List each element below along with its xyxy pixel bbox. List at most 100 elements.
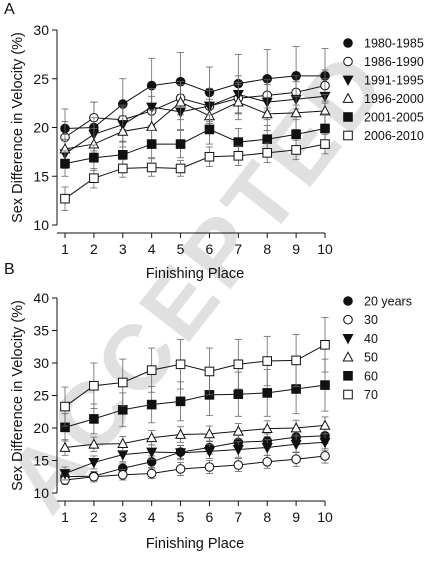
data-point <box>262 388 273 398</box>
y-tick-label: 10 <box>33 485 49 501</box>
data-point <box>320 340 330 350</box>
x-tick-label: 4 <box>148 509 156 525</box>
series-4 <box>59 416 331 456</box>
data-point <box>291 454 301 465</box>
legend-label: 1991-1995 <box>364 74 424 88</box>
legend-marker <box>343 314 353 325</box>
x-tick-label: 4 <box>148 241 156 257</box>
chart-panel-b: B 10 15 20 25 30 35 40 1 2 3 4 5 6 7 8 9 10 Finishing Plac… <box>4 261 412 552</box>
data-point <box>320 139 330 149</box>
x-tick-label: 2 <box>90 509 98 525</box>
legend-marker <box>343 130 353 141</box>
data-point <box>117 150 128 160</box>
data-point <box>59 469 71 480</box>
x-tick-label: 3 <box>119 241 127 257</box>
data-point <box>146 365 157 375</box>
legend-label: 60 <box>364 369 378 383</box>
y-axis-title: Sex Difference in Velocity (%) <box>10 300 26 491</box>
series-line <box>64 424 326 448</box>
legend-item: 1986-1990 <box>343 55 424 69</box>
data-point <box>60 401 70 412</box>
legend-label: 2006-2010 <box>364 129 424 143</box>
data-point <box>204 462 215 472</box>
legend-marker <box>342 75 354 86</box>
data-point <box>233 137 244 147</box>
x-tick-label: 8 <box>263 241 271 257</box>
data-point <box>262 356 273 366</box>
series-6 <box>60 317 330 427</box>
legend-item: 1996-2000 <box>342 92 424 106</box>
x-tick-label: 2 <box>90 241 98 257</box>
legend-item: 30 <box>343 313 378 327</box>
series-3 <box>59 433 331 481</box>
x-tick-label: 5 <box>177 241 185 257</box>
series-line <box>64 75 325 129</box>
x-tick-label: 9 <box>292 509 300 525</box>
data-point <box>89 173 99 183</box>
legend-item: 40 <box>342 332 378 346</box>
data-point <box>89 380 99 391</box>
y-axis-title: Sex Difference in Velocity (%) <box>10 32 26 223</box>
data-point <box>233 460 244 470</box>
data-point <box>88 438 100 449</box>
data-point <box>117 437 129 448</box>
data-point <box>117 377 128 388</box>
legend-item: 20 years <box>343 295 412 309</box>
legend-item: 50 <box>342 351 378 365</box>
series-line <box>64 143 326 200</box>
legend-marker <box>342 334 354 345</box>
data-point <box>60 158 70 169</box>
data-point <box>146 139 157 149</box>
data-point <box>146 468 157 479</box>
data-point <box>146 102 158 113</box>
x-tick-label: 9 <box>292 241 300 257</box>
data-point <box>204 366 215 377</box>
data-point <box>320 123 330 134</box>
legend-label: 1996-2000 <box>364 92 424 106</box>
series-line <box>64 127 326 165</box>
series-line <box>64 455 326 481</box>
legend-label: 1986-1990 <box>364 55 424 69</box>
x-tick-label: 6 <box>206 509 214 525</box>
series-line <box>64 441 326 474</box>
x-tick-label: 1 <box>61 241 69 257</box>
legend-label: 20 years <box>364 295 412 309</box>
data-point <box>291 129 301 140</box>
data-point <box>233 389 244 399</box>
data-point <box>232 96 244 107</box>
data-point <box>232 425 244 436</box>
legend-item: 1991-1995 <box>342 74 424 88</box>
data-point <box>203 447 215 458</box>
legend-marker <box>343 112 353 122</box>
data-point <box>146 162 157 173</box>
data-point <box>146 431 158 443</box>
data-point <box>89 152 99 163</box>
data-point <box>262 134 273 144</box>
data-point <box>89 414 99 424</box>
data-point <box>291 145 301 155</box>
data-point <box>175 396 186 407</box>
data-point <box>175 139 186 149</box>
data-point <box>117 163 128 174</box>
data-point <box>320 380 330 390</box>
data-point <box>320 451 330 461</box>
y-tick-label: 25 <box>33 388 49 404</box>
data-point <box>117 125 129 136</box>
y-tick-label: 15 <box>33 168 49 184</box>
series-4 <box>59 84 331 164</box>
x-tick-label: 3 <box>119 509 127 525</box>
data-point <box>89 471 99 482</box>
legend-marker <box>342 351 354 362</box>
y-tick-label: 20 <box>33 420 49 436</box>
series-line <box>64 344 326 407</box>
data-point <box>233 359 244 370</box>
panel-letter: B <box>4 261 15 278</box>
data-point <box>233 150 244 161</box>
data-point <box>117 405 128 415</box>
data-point <box>204 151 215 162</box>
legend-item: 60 <box>343 369 378 383</box>
data-point <box>146 120 158 131</box>
x-tick-label: 5 <box>177 509 185 525</box>
data-point <box>146 447 158 459</box>
